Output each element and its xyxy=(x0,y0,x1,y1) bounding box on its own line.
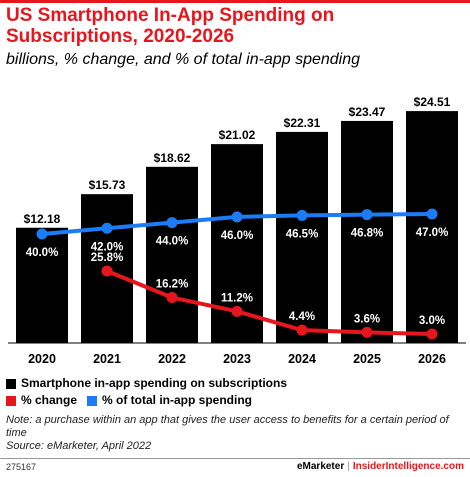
share-point-2026 xyxy=(426,208,438,220)
share-label-2022: 44.0% xyxy=(156,236,189,248)
bar-2024 xyxy=(276,131,328,343)
legend-item-share: % of total in-app spending xyxy=(87,392,252,409)
footnote-source: Source: eMarketer, April 2022 xyxy=(6,440,152,452)
share-point-2021 xyxy=(101,222,113,234)
chart-id: 275167 xyxy=(6,462,37,472)
bar-label-2022: $18.62 xyxy=(154,151,191,165)
legend-swatch-bars xyxy=(6,378,16,389)
share-label-2021: 42.0% xyxy=(91,241,124,253)
change-line xyxy=(106,269,433,336)
x-tick-2022: 2022 xyxy=(158,352,186,366)
change-label-2021: 25.8% xyxy=(91,252,124,264)
share-point-2025 xyxy=(361,209,373,221)
lines-layer xyxy=(36,208,438,340)
change-label-2023: 11.2% xyxy=(221,292,253,304)
brand-insider-intelligence: InsiderIntelligence.com xyxy=(352,461,464,472)
x-tick-2025: 2025 xyxy=(353,352,381,366)
share-point-2024 xyxy=(296,209,308,221)
bar-2022 xyxy=(146,166,198,343)
share-label-2026: 47.0% xyxy=(416,227,449,239)
x-tick-2021: 2021 xyxy=(93,352,121,366)
change-label-2024: 4.4% xyxy=(289,311,315,323)
legend-item-change: % change xyxy=(6,392,77,409)
brand-footer: eMarketer | InsiderIntelligence.com xyxy=(297,461,464,472)
legend-item-bars: Smartphone in-app spending on subscripti… xyxy=(6,375,287,392)
x-tick-2026: 2026 xyxy=(418,352,446,366)
legend-swatch-share xyxy=(87,395,98,406)
combo-chart: $12.18 $15.73 $18.62 $21.02 $22.31 $23.47 $24.… xyxy=(8,95,466,366)
share-point-2022 xyxy=(166,217,178,229)
brand-separator: | xyxy=(347,461,350,472)
bar-label-2024: $22.31 xyxy=(284,116,321,130)
footnote-note: Note: a purchase within an app that give… xyxy=(6,414,449,439)
chart-title: US Smartphone In-App Spending on Subscri… xyxy=(6,5,335,47)
change-label-2026: 3.0% xyxy=(419,315,445,327)
bar-2026 xyxy=(406,111,458,343)
brand-emarketer: eMarketer xyxy=(296,461,345,472)
change-label-2022: 16.2% xyxy=(156,279,189,291)
bar-label-2023: $21.02 xyxy=(219,128,256,142)
share-label-2024: 46.5% xyxy=(286,228,319,240)
footnote: Note: a purchase within an app that give… xyxy=(6,414,464,453)
legend-label-bars: Smartphone in-app spending on subscripti… xyxy=(21,376,288,390)
x-tick-2020: 2020 xyxy=(28,352,56,366)
legend-label-share: % of total in-app spending xyxy=(102,393,253,407)
change-point-2025 xyxy=(361,326,373,338)
change-label-2025: 3.6% xyxy=(354,313,380,325)
share-point-2023 xyxy=(231,211,243,223)
footer-rule xyxy=(0,458,470,459)
legend-swatch-change xyxy=(6,395,16,406)
change-point-2024 xyxy=(296,324,308,336)
bars-layer xyxy=(16,111,458,344)
change-point-2021 xyxy=(101,265,113,277)
bar-label-2025: $23.47 xyxy=(349,105,386,119)
chart-subtitle: billions, % change, and % of total in-ap… xyxy=(6,51,361,68)
share-label-2023: 46.0% xyxy=(221,230,254,242)
legend: Smartphone in-app spending on subscripti… xyxy=(6,375,297,409)
bar-2025 xyxy=(341,120,393,344)
top-accent-rule xyxy=(0,0,470,3)
x-tick-2024: 2024 xyxy=(288,352,316,366)
ticks-layer: 2020 2021 2022 2023 2024 2025 2026 xyxy=(28,352,446,366)
labels-layer: $12.18 $15.73 $18.62 $21.02 $22.31 $23.47 $24.… xyxy=(24,95,451,327)
x-tick-2023: 2023 xyxy=(223,352,251,366)
share-label-2020: 40.0% xyxy=(26,247,59,259)
legend-label-change: % change xyxy=(21,393,78,407)
share-label-2025: 46.8% xyxy=(351,228,384,240)
bar-2020 xyxy=(16,227,68,343)
bar-label-2021: $15.73 xyxy=(89,178,126,192)
change-point-2022 xyxy=(166,292,178,304)
change-point-2026 xyxy=(426,328,438,340)
change-point-2023 xyxy=(231,305,243,317)
bar-label-2026: $24.51 xyxy=(414,95,451,109)
bar-label-2020: $12.18 xyxy=(24,212,61,226)
share-point-2020 xyxy=(36,228,48,240)
